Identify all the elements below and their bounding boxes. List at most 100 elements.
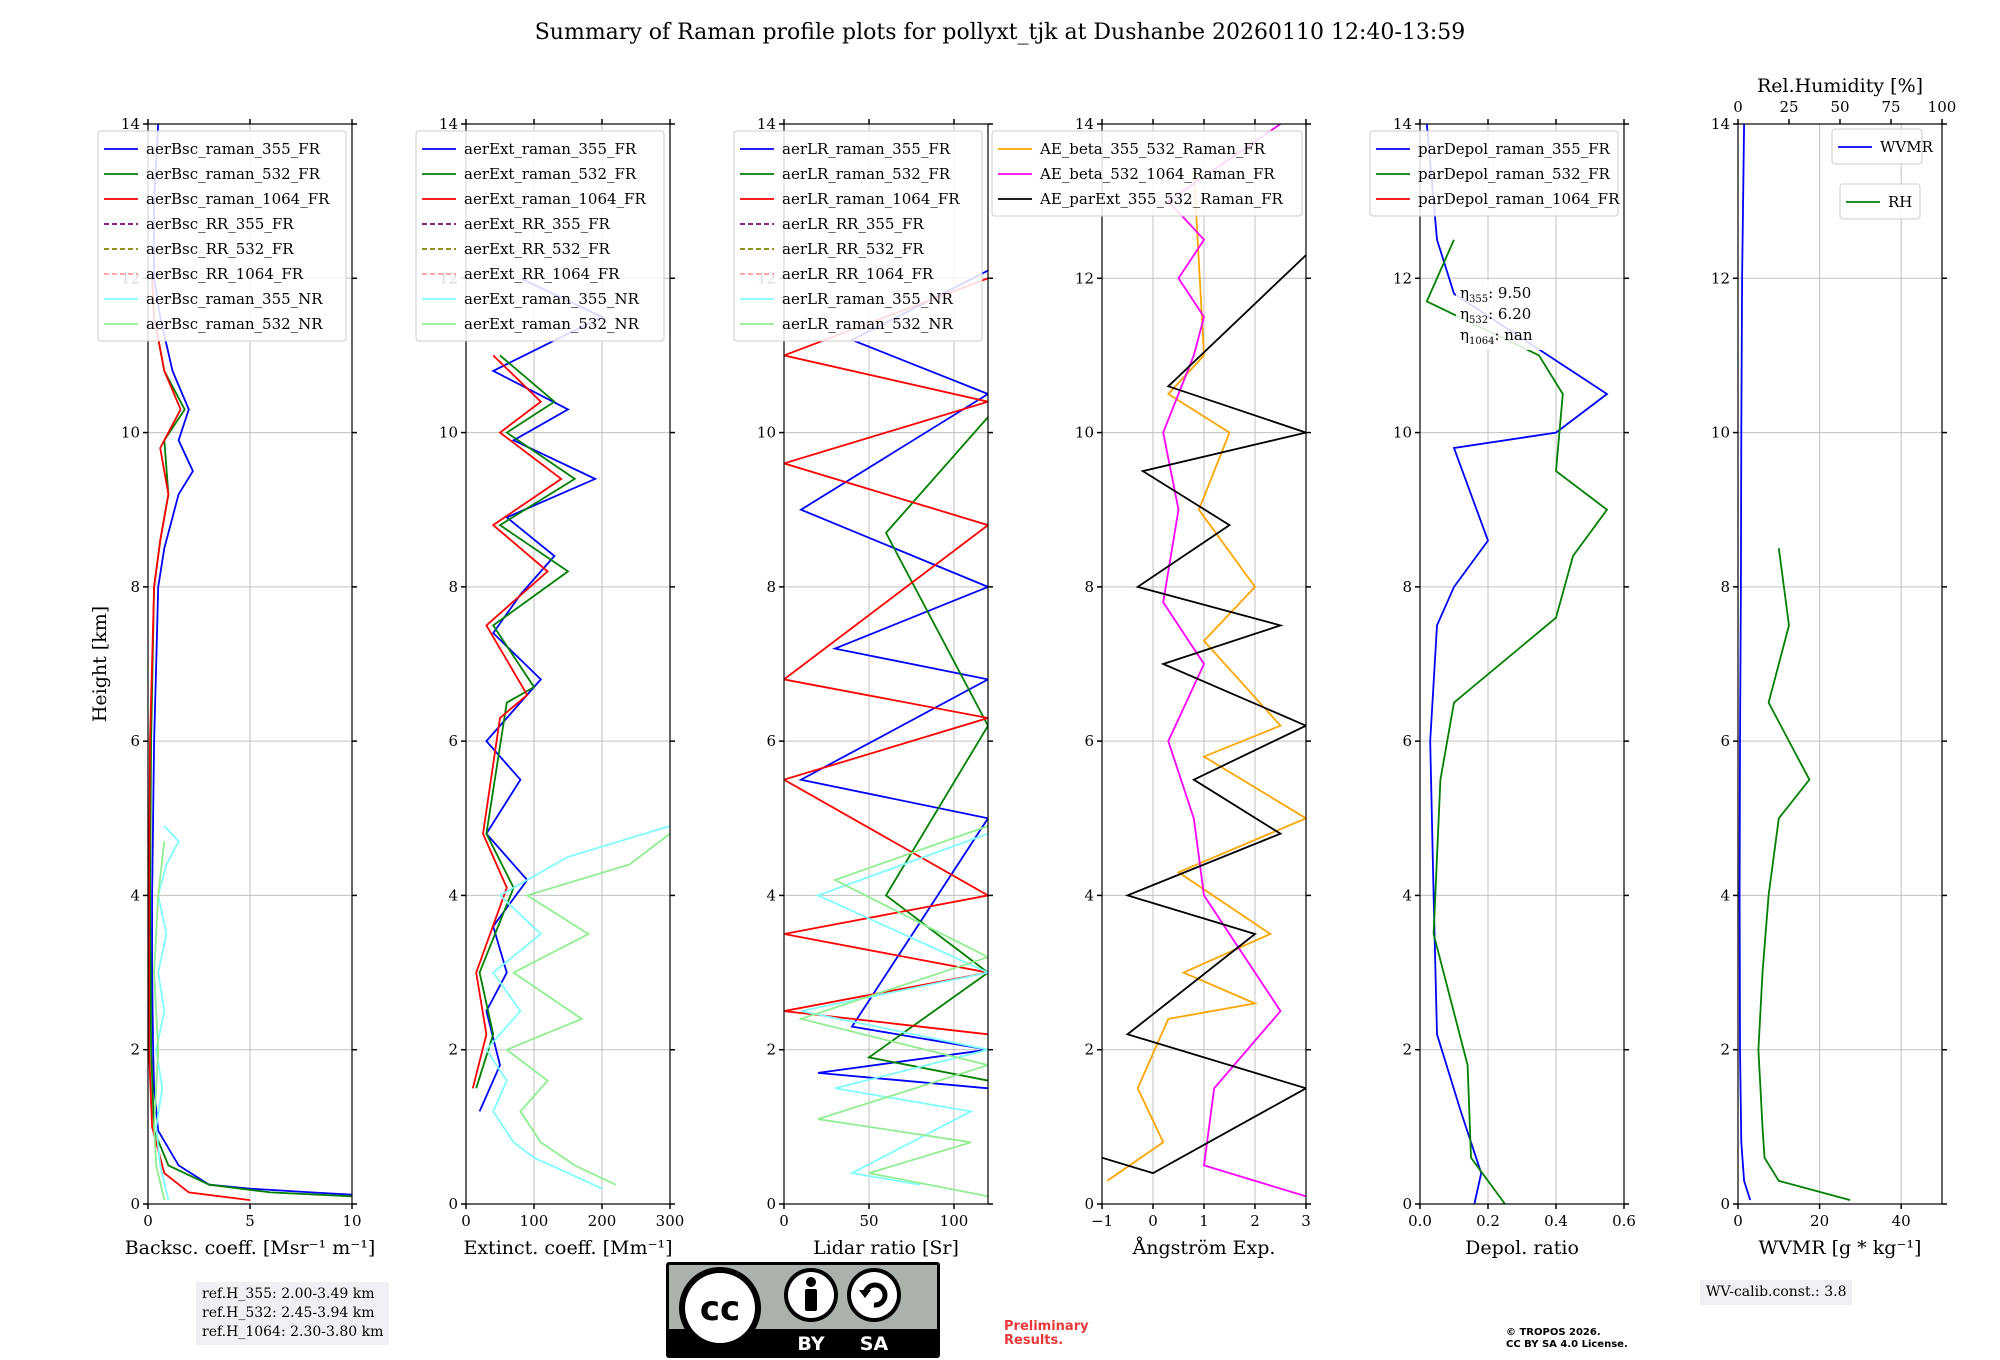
series-group xyxy=(148,124,352,1201)
legend-label: RH xyxy=(1888,193,1912,211)
y-tick-label: 14 xyxy=(121,115,140,133)
y-tick-label: 6 xyxy=(1720,732,1730,750)
reference-heights-box: ref.H_355: 2.00-3.49 km ref.H_532: 2.45-… xyxy=(196,1282,390,1345)
legend-label: aerBsc_RR_532_FR xyxy=(146,240,294,258)
legend-label: aerBsc_raman_355_NR xyxy=(146,290,323,308)
legend-label: parDepol_raman_1064_FR xyxy=(1418,190,1620,208)
preliminary-note: Preliminary Results. xyxy=(1004,1320,1089,1348)
y-tick-label: 2 xyxy=(448,1041,458,1059)
series-line-aerLR_raman_532_NR xyxy=(797,825,988,1198)
series-line-AE_beta_355_532_Raman_FR xyxy=(1106,170,1306,1182)
by-label: BY xyxy=(797,1333,824,1355)
x-tick-label: 100 xyxy=(940,1212,969,1230)
panel-extinction: 024681012140100200300Extinct. coeff. [Mm… xyxy=(415,115,684,1259)
plot-frame xyxy=(783,123,989,1205)
copyright-line-2: CC BY SA 4.0 License. xyxy=(1506,1339,1628,1350)
eta-value: : 9.50 xyxy=(1488,284,1531,302)
series-line-aerExt_raman_355_FR xyxy=(478,277,605,1112)
legend-extinction: aerExt_raman_355_FR aerExt_raman_532_FRae… xyxy=(415,130,665,342)
cc-icon-label: cc xyxy=(700,1289,740,1329)
series-group xyxy=(784,269,988,1198)
y-tick-label: 4 xyxy=(1084,886,1094,904)
y-tick-label: 4 xyxy=(1402,886,1412,904)
wv-calibration-label: WV-calib.const.: 3.8 xyxy=(1706,1284,1847,1300)
legend-depolarization: parDepol_raman_355_FR parDepol_raman_532_… xyxy=(1369,130,1620,217)
legend-angstrom: AE_beta_355_532_Raman_FR AE_beta_532_1064… xyxy=(991,130,1303,217)
ref-height-1064: ref.H_1064: 2.30-3.80 km xyxy=(202,1324,384,1340)
series-line-RH xyxy=(1757,548,1851,1201)
x-tick-label: 100 xyxy=(520,1212,549,1230)
y-tick-label: 10 xyxy=(121,424,140,442)
y-tick-label: 10 xyxy=(1711,424,1730,442)
legend-label: aerLR_RR_532_FR xyxy=(782,240,924,258)
x-tick-label: 50 xyxy=(859,1212,878,1230)
y-tick-label: 10 xyxy=(439,424,458,442)
eta-symbol: η xyxy=(1460,305,1469,323)
y-tick-label: 14 xyxy=(439,115,458,133)
x-tick-label: 0 xyxy=(779,1212,789,1230)
cc-license-badge: cc BY SA xyxy=(666,1262,940,1358)
x-tick-label: 200 xyxy=(588,1212,617,1230)
y-tick-label: 4 xyxy=(766,886,776,904)
x-tick-label: 0.4 xyxy=(1544,1212,1568,1230)
y-tick-label: 2 xyxy=(1084,1041,1094,1059)
series-line-aerExt_raman_532_NR xyxy=(505,832,670,1186)
legend-label: AE_parExt_355_532_Raman_FR xyxy=(1039,190,1284,208)
cc-icon: cc xyxy=(679,1267,761,1349)
eta-symbol: η xyxy=(1460,326,1469,344)
y-tick-label: 2 xyxy=(130,1041,140,1059)
eta-subscript: 355 xyxy=(1469,294,1488,305)
legend-wvmr: WVMR xyxy=(1831,128,1934,165)
panel-backscatter: 024681012140510Backsc. coeff. [Msr⁻¹ m⁻¹… xyxy=(89,115,375,1259)
series-group xyxy=(1102,124,1306,1198)
x-tick-label: 3 xyxy=(1301,1212,1311,1230)
y-tick-label: 6 xyxy=(448,732,458,750)
legend-rh: RH xyxy=(1839,183,1921,220)
legend-frame xyxy=(991,130,1303,217)
y-tick-label: 0 xyxy=(766,1195,776,1213)
series-line-aerBsc_raman_355_FR xyxy=(151,124,352,1196)
attribution-person-icon xyxy=(784,1268,838,1322)
x-tick-label: 40 xyxy=(1892,1212,1911,1230)
share-alike-icon xyxy=(847,1268,901,1322)
y-tick-label: 8 xyxy=(130,578,140,596)
legend-frame xyxy=(733,130,983,342)
legend-label: aerBsc_raman_355_FR xyxy=(146,140,321,158)
top-x-tick-label: 75 xyxy=(1881,98,1900,116)
y-tick-label: 8 xyxy=(1720,578,1730,596)
annotation-frame xyxy=(1456,280,1548,350)
preliminary-line-2: Results. xyxy=(1004,1333,1064,1348)
series-group xyxy=(1738,124,1851,1201)
legend-label: aerExt_raman_355_NR xyxy=(464,290,640,308)
legend-label: aerBsc_raman_1064_FR xyxy=(146,190,330,208)
legend-label: aerLR_raman_355_FR xyxy=(782,140,951,158)
y-tick-label: 4 xyxy=(448,886,458,904)
legend-label: aerBsc_raman_532_NR xyxy=(146,315,323,333)
x-tick-label: 5 xyxy=(245,1212,255,1230)
legend-label: parDepol_raman_355_FR xyxy=(1418,140,1611,158)
legend-frame xyxy=(415,130,665,342)
legend-label: aerLR_raman_532_FR xyxy=(782,165,951,183)
legend-label: WVMR xyxy=(1880,138,1934,156)
legend-label: aerLR_raman_355_NR xyxy=(782,290,953,308)
legend-label: aerExt_raman_1064_FR xyxy=(464,190,646,208)
x-tick-label: 0 xyxy=(143,1212,153,1230)
legend-label: aerExt_raman_532_FR xyxy=(464,165,637,183)
legend-label: aerLR_RR_355_FR xyxy=(782,215,924,233)
legend-frame xyxy=(97,130,347,342)
page-title: Summary of Raman profile plots for polly… xyxy=(534,20,1466,45)
x-tick-label: 0 xyxy=(461,1212,471,1230)
y-tick-label: 4 xyxy=(1720,886,1730,904)
copyright-line-1: © TROPOS 2026. xyxy=(1506,1327,1601,1338)
ref-height-355: ref.H_355: 2.00-3.49 km xyxy=(202,1286,375,1302)
legend-label: aerBsc_RR_1064_FR xyxy=(146,265,304,283)
legend-label: parDepol_raman_532_FR xyxy=(1418,165,1611,183)
legend-label: aerExt_RR_1064_FR xyxy=(464,265,620,283)
eta-value: : 6.20 xyxy=(1488,305,1531,323)
plot-frame xyxy=(1419,123,1625,1205)
sa-label: SA xyxy=(860,1333,889,1355)
x-axis-label: WVMR [g * kg⁻¹] xyxy=(1759,1237,1922,1259)
x-tick-label: −1 xyxy=(1091,1212,1113,1230)
